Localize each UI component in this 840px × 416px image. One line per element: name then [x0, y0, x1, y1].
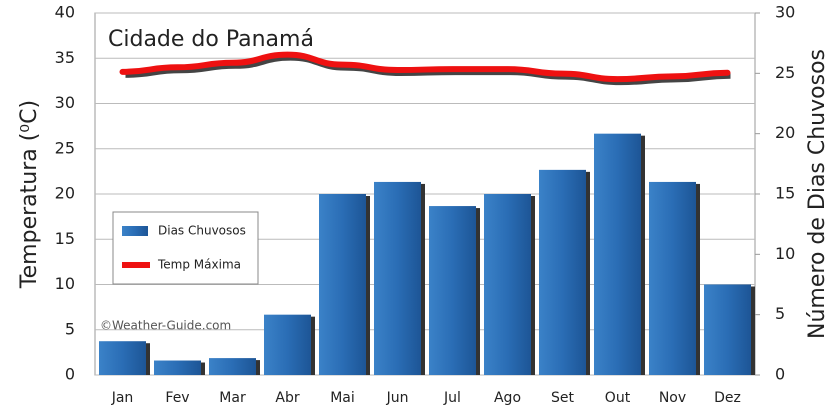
y-tick-label: 15	[55, 229, 75, 248]
x-tick-label: Set	[551, 390, 575, 406]
y2-tick-label: 15	[775, 184, 795, 203]
y-tick-label: 20	[55, 184, 75, 203]
y2-axis-label: Número de Dias Chuvosos	[805, 49, 830, 339]
y-tick-label: 0	[65, 365, 75, 384]
bar	[264, 314, 311, 375]
x-tick-label: Dez	[714, 390, 741, 406]
chart-title: Cidade do Panamá	[108, 27, 314, 52]
bar	[539, 169, 586, 375]
y2-tick-label: 20	[775, 123, 795, 142]
bar	[209, 358, 256, 375]
y2-tick-label: 25	[775, 63, 795, 82]
bar	[594, 133, 641, 375]
x-tick-label: Abr	[275, 390, 299, 406]
y-axis-label: Temperatura (⁰C)	[17, 100, 42, 289]
y-tick-label: 25	[55, 138, 75, 157]
watermark: ©Weather-Guide.com	[100, 319, 231, 333]
y-tick-label: 30	[55, 93, 75, 112]
bar	[484, 194, 531, 375]
bar	[154, 360, 201, 375]
legend-box	[112, 211, 259, 285]
y2-tick-label: 5	[775, 304, 785, 323]
legend-label: Temp Máxima	[157, 258, 241, 272]
legend-label: Dias Chuvosos	[158, 224, 246, 238]
x-tick-label: Out	[605, 390, 631, 406]
y2-tick-label: 30	[775, 3, 795, 22]
bar	[319, 194, 366, 375]
y-tick-label: 35	[55, 48, 75, 67]
x-tick-label: Nov	[659, 390, 686, 406]
bar	[704, 284, 751, 375]
bar	[374, 181, 421, 375]
x-tick-label: Jan	[111, 390, 134, 406]
x-tick-label: Mar	[219, 390, 246, 406]
x-tick-label: Ago	[494, 390, 521, 406]
y-tick-label: 5	[65, 319, 75, 338]
x-tick-label: Mai	[330, 390, 355, 406]
x-tick-label: Jul	[443, 390, 461, 406]
x-tick-label: Jun	[386, 390, 409, 406]
x-tick-label: Fev	[165, 390, 189, 406]
y-tick-label: 10	[55, 274, 75, 293]
y2-tick-label: 0	[775, 365, 785, 384]
bar	[99, 341, 146, 375]
bar	[429, 206, 476, 375]
y2-tick-label: 10	[775, 244, 795, 263]
line-shadow	[125, 54, 731, 86]
bar	[649, 181, 696, 375]
line	[119, 51, 731, 83]
y-tick-label: 40	[55, 3, 75, 22]
legend-swatch	[122, 226, 148, 236]
